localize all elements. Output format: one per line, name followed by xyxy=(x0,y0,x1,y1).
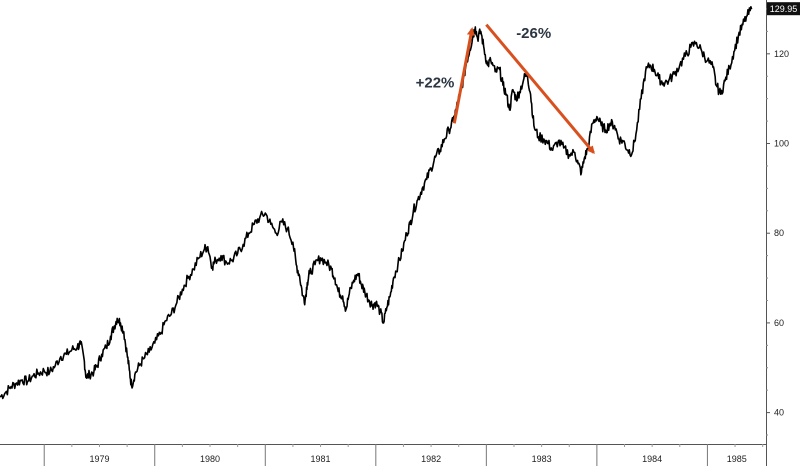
last-value-marker: 129.95 xyxy=(767,2,800,16)
y-tick-label: 120 xyxy=(774,49,789,59)
x-tick-label: 1981 xyxy=(311,454,331,464)
ticks: 1979 1980 1981 1982 1983 1984 1985 40 60 80 100 120 xyxy=(43,8,789,466)
annotation-label: -26% xyxy=(516,25,551,42)
series-layer xyxy=(0,6,753,400)
x-tick-label: 1979 xyxy=(89,454,109,464)
annotation-label: +22% xyxy=(416,74,455,91)
x-tick-label: 1985 xyxy=(727,454,747,464)
y-tick-label: 60 xyxy=(774,318,784,328)
annotation-arrow xyxy=(485,23,595,155)
y-tick-label: 40 xyxy=(774,408,784,418)
x-tick-label: 1982 xyxy=(421,454,441,464)
plot-background xyxy=(0,0,766,444)
last-value-box xyxy=(767,2,800,16)
series-line xyxy=(0,6,753,400)
last-value-label: 129.95 xyxy=(770,4,798,14)
x-tick-label: 1984 xyxy=(642,454,662,464)
x-tick-label: 1980 xyxy=(200,454,220,464)
y-tick-label: 80 xyxy=(774,228,784,238)
annotations: +22% -26% xyxy=(416,23,595,155)
annotation-arrow xyxy=(452,27,475,124)
y-tick-label: 100 xyxy=(774,139,789,149)
x-tick-label: 1983 xyxy=(532,454,552,464)
